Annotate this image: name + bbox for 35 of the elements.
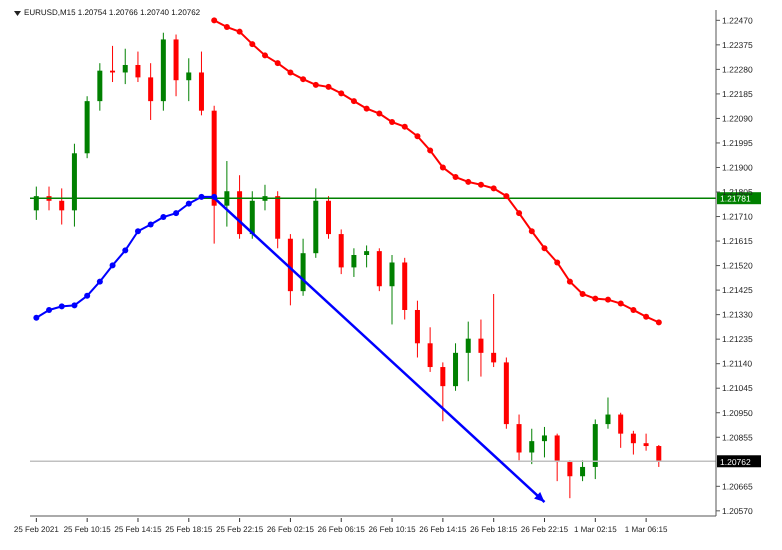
x-tick-label: 1 Mar 06:15 xyxy=(624,525,668,534)
y-tick-label: 1.21900 xyxy=(722,162,753,172)
y-tick-label: 1.22185 xyxy=(722,88,753,99)
y-tick-label: 1.21710 xyxy=(722,212,753,222)
x-tick-label: 26 Feb 10:15 xyxy=(368,525,416,534)
y-tick-label: 1.21045 xyxy=(722,383,753,394)
y-tick-label: 1.20665 xyxy=(722,481,753,492)
y-tick-label: 1.21235 xyxy=(722,334,753,344)
y-tick-label: 1.20855 xyxy=(722,432,753,442)
y-tick-label: 1.21140 xyxy=(722,358,752,369)
y-tick-label: 1.21425 xyxy=(722,285,753,296)
x-tick-label: 25 Feb 14:15 xyxy=(114,525,162,534)
ref-line-label: 1.20762 xyxy=(720,456,751,467)
x-tick-label: 25 Feb 22:15 xyxy=(216,525,264,534)
y-tick-label: 1.22090 xyxy=(722,113,753,124)
x-tick-label: 26 Feb 22:15 xyxy=(520,525,569,534)
y-tick-label: 1.20950 xyxy=(722,408,753,418)
y-tick-label: 1.22375 xyxy=(722,40,753,50)
chart-title: EURUSD,M15 1.20754 1.20766 1.20740 1.20762 xyxy=(24,8,200,18)
x-tick-label: 26 Feb 02:15 xyxy=(266,525,315,534)
y-tick-label: 1.21520 xyxy=(722,260,753,271)
x-tick-label: 1 Mar 02:15 xyxy=(574,525,618,534)
y-tick-label: 1.22470 xyxy=(722,15,753,26)
x-tick-label: 26 Feb 18:15 xyxy=(470,525,518,534)
ref-line-label: 1.21781 xyxy=(720,194,751,204)
y-tick-label: 1.21330 xyxy=(722,310,753,320)
x-tick-label: 25 Feb 10:15 xyxy=(64,525,112,534)
y-tick-label: 1.22280 xyxy=(722,64,753,74)
x-tick-label: 26 Feb 06:15 xyxy=(318,525,366,534)
x-tick-label: 26 Feb 14:15 xyxy=(419,525,467,534)
y-tick-label: 1.20570 xyxy=(722,506,753,516)
x-tick-label: 25 Feb 2021 xyxy=(14,525,60,534)
y-tick-label: 1.21615 xyxy=(722,236,753,246)
y-tick-label: 1.21995 xyxy=(722,138,753,148)
x-tick-label: 25 Feb 18:15 xyxy=(165,525,213,534)
